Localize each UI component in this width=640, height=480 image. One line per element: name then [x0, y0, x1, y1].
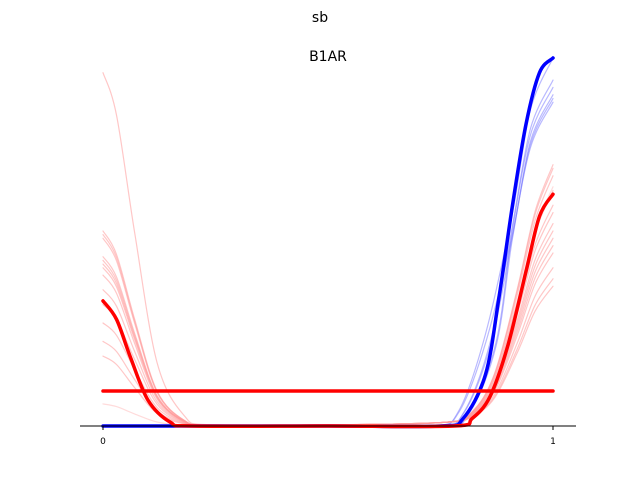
faint-red-series-line [102, 167, 554, 426]
x-tick-label: 1 [550, 437, 556, 447]
faint-red-series-line [102, 175, 554, 426]
series-line-1 [101, 56, 555, 429]
x-tick-label: 0 [100, 437, 106, 447]
chart-suptitle: sb [312, 10, 328, 26]
chart-title: B1AR [309, 49, 347, 65]
main-lines-group [101, 56, 555, 429]
